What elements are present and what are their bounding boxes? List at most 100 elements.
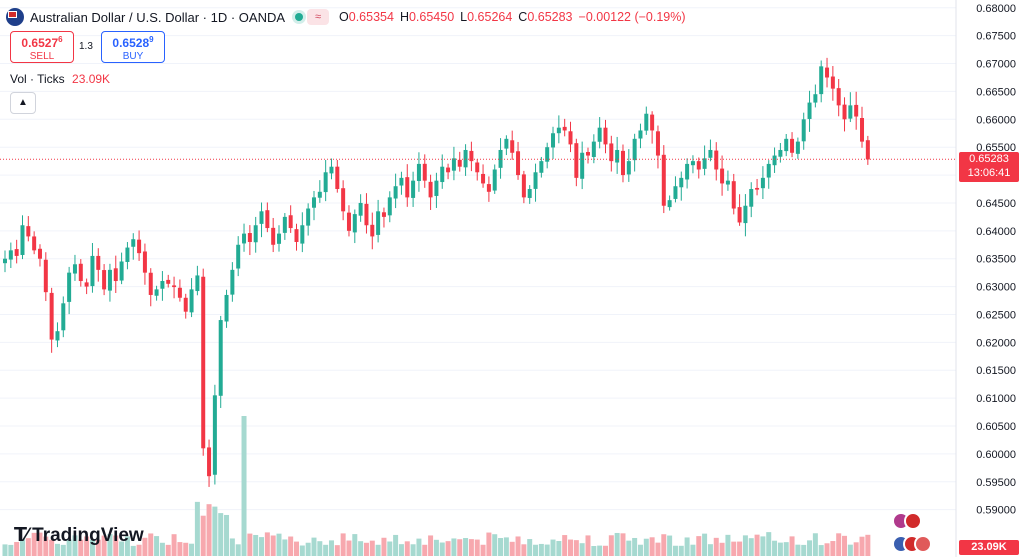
candle-body xyxy=(807,102,812,119)
volume-indicator-legend[interactable]: Vol · Ticks 23.09K xyxy=(10,72,110,86)
volume-bar xyxy=(684,537,690,556)
volume-bar xyxy=(288,536,294,556)
candle-body xyxy=(370,224,375,237)
candle-body xyxy=(848,105,853,119)
volume-bar xyxy=(381,537,387,556)
volume-bar xyxy=(509,541,515,556)
volume-bar xyxy=(270,535,276,556)
candle-body xyxy=(8,250,13,260)
volume-bar xyxy=(859,536,865,556)
volume-bar xyxy=(451,538,457,556)
volume-bar xyxy=(742,535,748,556)
candle-body xyxy=(597,127,602,142)
volume-bar xyxy=(2,544,8,556)
volume-bar xyxy=(515,536,521,556)
candle-body xyxy=(381,212,386,217)
low-value: 0.65264 xyxy=(467,10,513,24)
volume-bar xyxy=(818,545,824,556)
candle-body xyxy=(32,236,37,251)
low-key: L xyxy=(460,10,468,24)
volume-bar xyxy=(655,542,661,556)
volume-bar xyxy=(719,542,725,556)
candle-body xyxy=(586,152,590,156)
candle-body xyxy=(201,276,206,449)
candle-body xyxy=(865,140,870,160)
candle-body xyxy=(451,158,456,171)
candle-body xyxy=(632,138,637,161)
candle-body xyxy=(358,202,363,216)
volume-bar xyxy=(404,541,410,556)
candle-body xyxy=(854,104,859,117)
volume-bar xyxy=(340,533,346,556)
volume-bar xyxy=(812,533,818,556)
volume-bar xyxy=(562,535,568,556)
volume-bar xyxy=(72,535,78,556)
candle-body xyxy=(521,174,526,198)
buy-button[interactable]: 0.65289 BUY xyxy=(101,31,165,63)
candle-body xyxy=(311,197,316,208)
candle-body xyxy=(836,88,841,106)
candle-body xyxy=(364,203,369,226)
y-tick-label: 0.63500 xyxy=(976,254,1016,266)
candle-body xyxy=(720,168,725,184)
symbol-header[interactable]: Australian Dollar / U.S. Dollar · 1D · O… xyxy=(6,6,692,28)
volume-bar xyxy=(503,537,509,556)
candle-body xyxy=(551,133,556,148)
change-value: −0.00122 (−0.19%) xyxy=(578,10,686,24)
sell-button[interactable]: 0.65276 SELL xyxy=(10,31,74,63)
candle-body xyxy=(434,180,439,196)
y-tick-label: 0.59500 xyxy=(976,477,1016,489)
australia-flag-icon xyxy=(6,8,24,26)
candle-body xyxy=(708,149,713,158)
candle-body xyxy=(84,282,89,287)
volume-bar xyxy=(433,539,439,556)
tradingview-logo[interactable]: 𝗧⁄ TradingView xyxy=(14,524,144,547)
candle-body xyxy=(405,177,410,198)
volume-bar xyxy=(626,540,632,556)
candle-body xyxy=(422,163,427,181)
volume-bar xyxy=(352,534,358,556)
candle-body xyxy=(335,166,340,190)
volume-bar xyxy=(527,539,533,556)
wave-icon[interactable]: ≈ xyxy=(307,9,330,25)
volume-bar xyxy=(25,538,31,556)
volume-bar xyxy=(533,544,539,556)
volume-bar xyxy=(422,544,428,556)
volume-bar xyxy=(101,535,107,556)
market-open-dot-icon xyxy=(295,13,304,21)
candle-body xyxy=(842,104,847,120)
candle-body xyxy=(702,158,707,169)
candle-body xyxy=(655,131,660,156)
volume-bar xyxy=(276,533,282,556)
candle-body xyxy=(288,215,293,229)
volume-bar xyxy=(369,540,375,556)
volume-indicator-name: Vol · Ticks xyxy=(10,72,65,86)
volume-bar xyxy=(253,534,259,556)
spread-value: 1.3 xyxy=(79,41,93,52)
event-flag-icon[interactable] xyxy=(904,512,922,530)
event-flag-icon[interactable] xyxy=(914,535,932,553)
symbol-title[interactable]: Australian Dollar / U.S. Dollar · 1D · O… xyxy=(30,9,286,25)
volume-bar xyxy=(602,545,608,556)
candle-body xyxy=(61,303,66,331)
candle-body xyxy=(760,177,765,189)
candle-body xyxy=(3,258,7,264)
candle-body xyxy=(230,269,235,295)
volume-bar xyxy=(585,535,591,556)
y-tick-label: 0.68000 xyxy=(976,3,1016,15)
collapse-legend-button[interactable]: ▲ xyxy=(10,92,36,114)
volume-bar xyxy=(737,541,743,556)
volume-bar xyxy=(305,542,311,556)
volume-bar xyxy=(363,542,369,556)
volume-bar xyxy=(789,536,795,556)
volume-bar xyxy=(43,536,49,556)
volume-bar xyxy=(8,544,14,556)
candle-body xyxy=(125,247,130,262)
volume-bar xyxy=(398,544,404,556)
candle-body xyxy=(661,154,666,206)
candle-body xyxy=(685,163,690,180)
volume-bar xyxy=(468,539,474,556)
candle-body xyxy=(481,173,486,184)
candle-body xyxy=(475,162,480,173)
